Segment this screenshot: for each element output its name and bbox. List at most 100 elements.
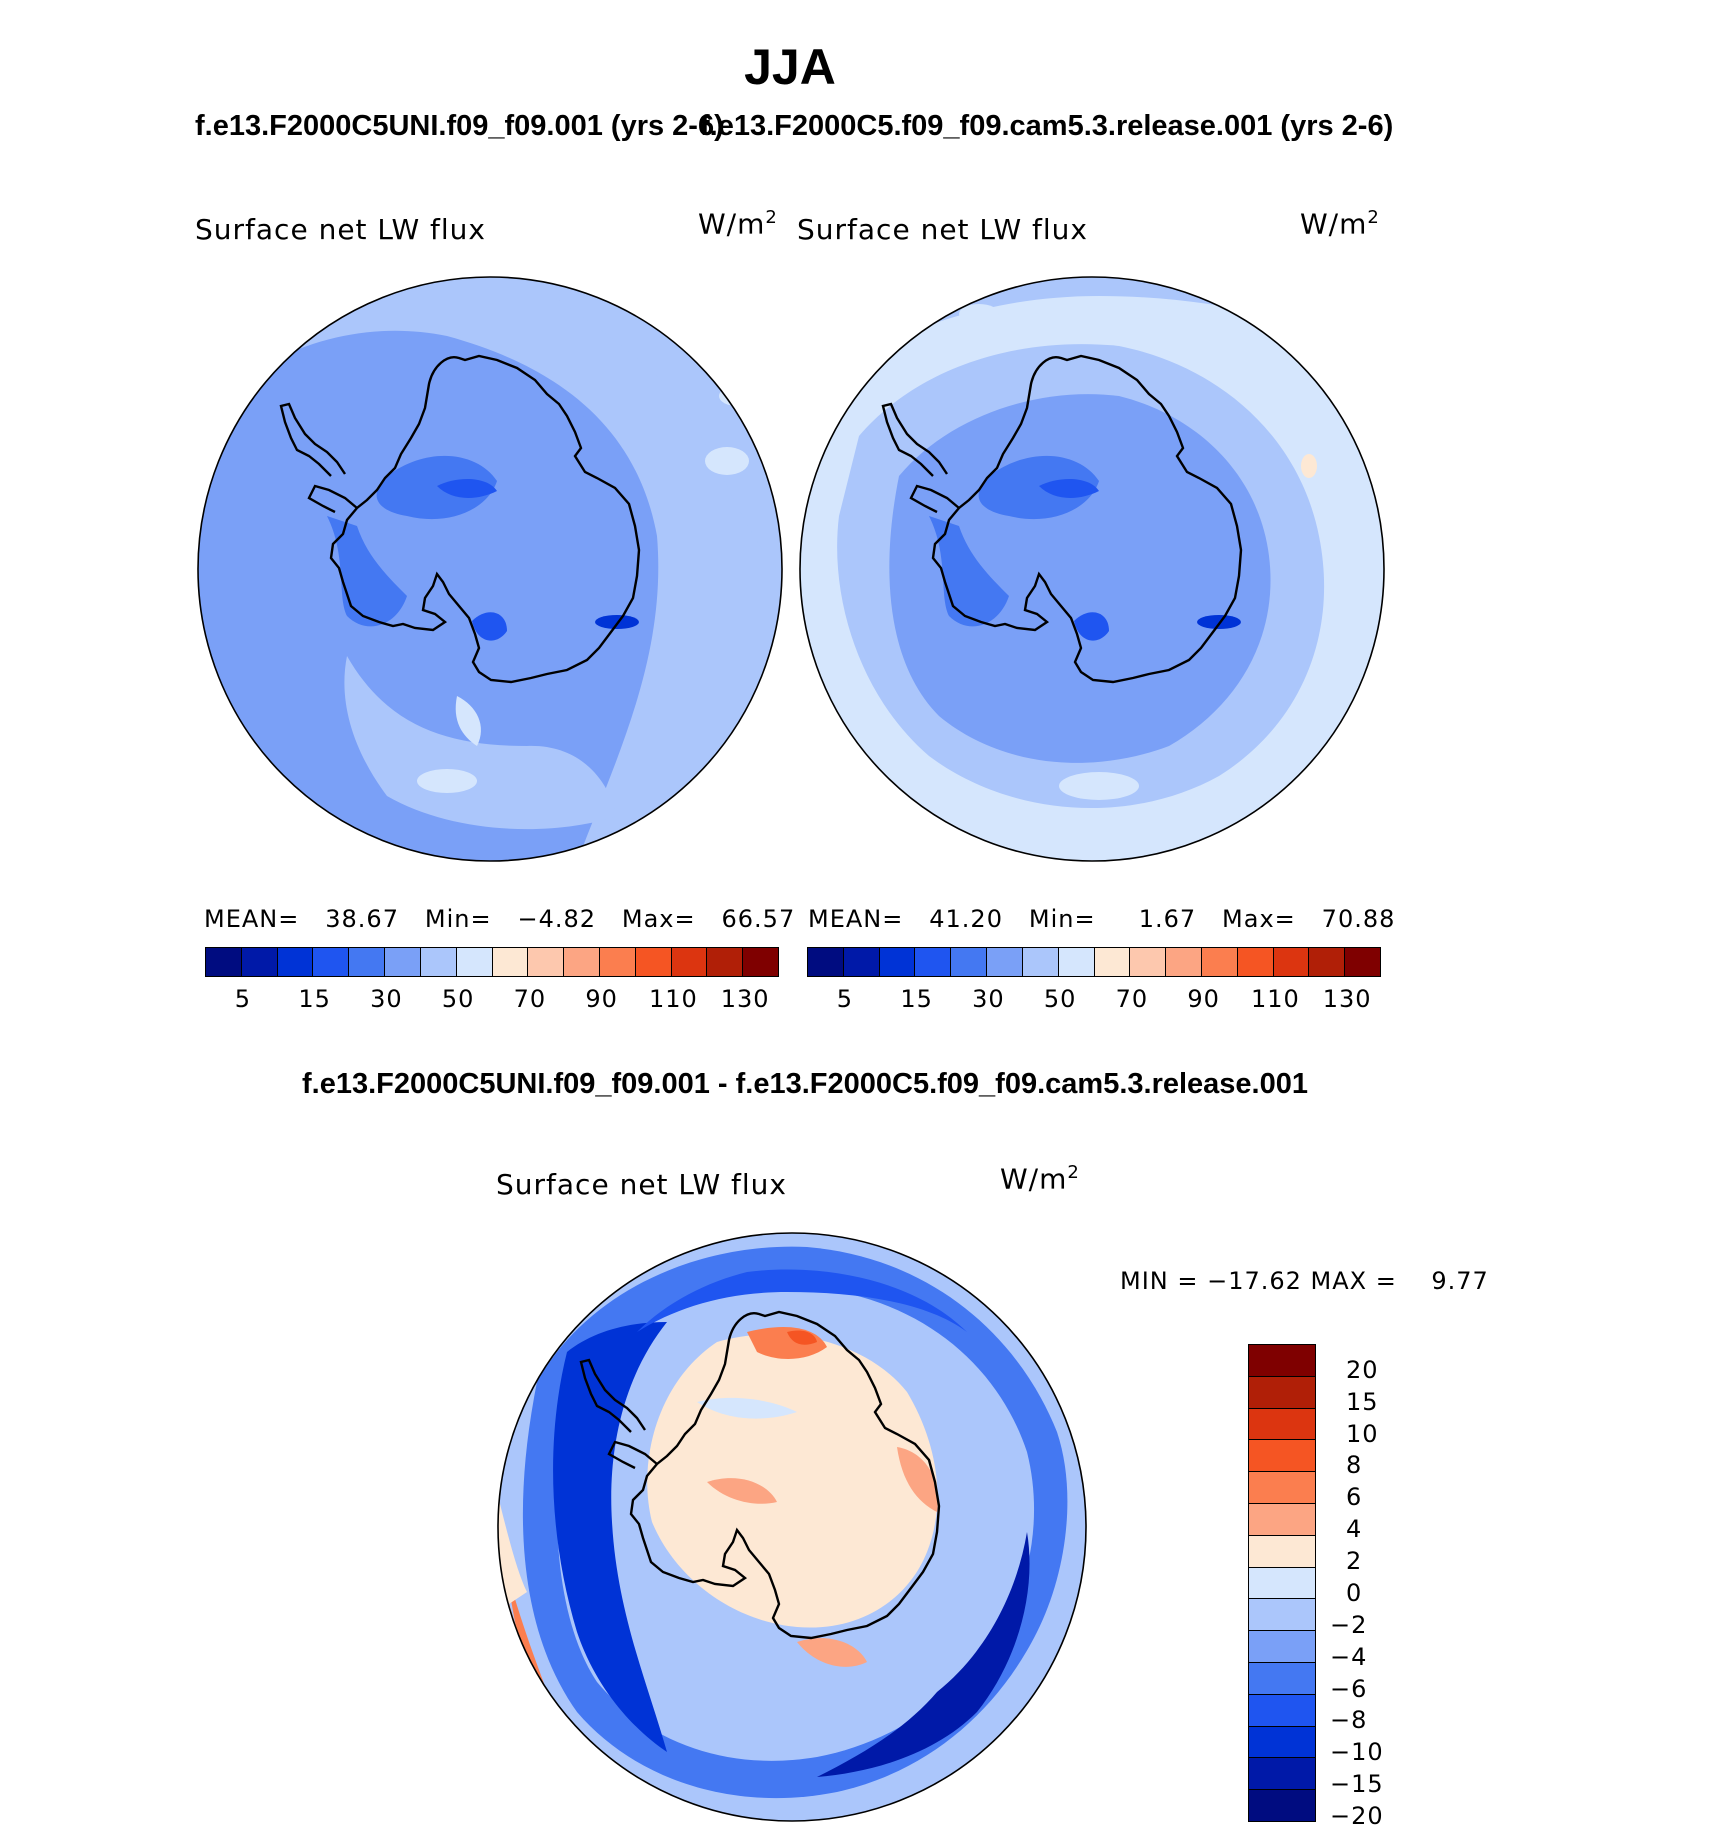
colorbar-diff xyxy=(1248,1344,1316,1822)
units-label-left: W/m2 xyxy=(698,207,778,241)
colorbar-tick-label: 110 xyxy=(1250,985,1300,1013)
units-label-diff: W/m2 xyxy=(1000,1162,1080,1196)
colorbar-swatch xyxy=(1249,1535,1315,1568)
variable-label-right: Surface net LW flux xyxy=(797,213,1088,246)
variable-label-diff: Surface net LW flux xyxy=(496,1168,787,1201)
colorbar-tick-label: −6 xyxy=(1330,1674,1368,1703)
colorbar-swatch xyxy=(987,948,1023,976)
colorbar-swatch xyxy=(1094,948,1131,976)
colorbar-ticks-right: 5 15 30 50 70 90 110 130 xyxy=(807,985,1379,1015)
colorbar-tick-label: 20 xyxy=(1346,1355,1379,1384)
colorbar-swatch xyxy=(808,948,844,976)
colorbar-swatch xyxy=(1249,1694,1315,1727)
case-title-left: f.e13.F2000C5UNI.f09_f09.001 (yrs 2-6) xyxy=(195,110,724,142)
stats-right: MEAN= 41.20 Min= 1.67 Max= 70.88 xyxy=(808,905,1396,933)
colorbar-tick-label: 50 xyxy=(441,985,475,1013)
colorbar-swatch xyxy=(843,948,880,976)
colorbar-swatch xyxy=(879,948,916,976)
colorbar-swatch xyxy=(1249,1345,1315,1377)
colorbar-swatch xyxy=(743,948,778,976)
colorbar-swatch xyxy=(1249,1758,1315,1791)
colorbar-tick-label: −8 xyxy=(1330,1706,1368,1735)
colorbar-swatch xyxy=(1249,1376,1315,1409)
colorbar-swatch xyxy=(1249,1790,1315,1821)
colorbar-swatch xyxy=(1201,948,1238,976)
colorbar-tick-label: 6 xyxy=(1346,1483,1363,1512)
colorbar-swatch xyxy=(456,948,493,976)
colorbar-tick-label: −20 xyxy=(1330,1802,1384,1830)
colorbar-swatch xyxy=(385,948,421,976)
map-diff xyxy=(497,1232,1087,1822)
colorbar-tick-label: 15 xyxy=(1346,1387,1379,1416)
colorbar-swatch xyxy=(707,948,744,976)
colorbar-swatch xyxy=(1022,948,1059,976)
colorbar-swatch xyxy=(277,948,314,976)
map-left xyxy=(197,276,783,862)
colorbar-swatch xyxy=(915,948,952,976)
colorbar-tick-label: 30 xyxy=(972,985,1005,1013)
variable-label-left: Surface net LW flux xyxy=(195,213,486,246)
colorbar-tick-label: 8 xyxy=(1346,1451,1363,1480)
colorbar-swatch xyxy=(1309,948,1346,976)
colorbar-swatch xyxy=(206,948,242,976)
colorbar-tick-label: 4 xyxy=(1346,1515,1363,1544)
colorbar-swatch xyxy=(635,948,672,976)
colorbar-swatch xyxy=(1249,1440,1315,1473)
colorbar-ticks-left: 5 15 30 50 70 90 110 130 xyxy=(205,985,777,1015)
colorbar-tick-label: 70 xyxy=(1115,985,1149,1013)
colorbar-tick-label: 70 xyxy=(513,985,547,1013)
colorbar-swatch xyxy=(1249,1599,1315,1632)
case-title-right: f.e13.F2000C5.f09_f09.cam5.3.release.001… xyxy=(700,110,1394,142)
colorbar-swatch xyxy=(420,948,457,976)
colorbar-tick-label: 50 xyxy=(1043,985,1077,1013)
colorbar-tick-label: 5 xyxy=(836,985,854,1013)
colorbar-swatch xyxy=(1345,948,1380,976)
colorbar-tick-label: 5 xyxy=(234,985,252,1013)
colorbar-swatch xyxy=(241,948,278,976)
colorbar-swatch xyxy=(1249,1631,1315,1663)
main-title: JJA xyxy=(744,39,836,95)
colorbar-left xyxy=(205,947,779,977)
diff-minmax: MIN = −17.62 MAX = 9.77 xyxy=(1120,1267,1489,1295)
colorbar-swatch xyxy=(1130,948,1167,976)
colorbar-swatch xyxy=(1273,948,1310,976)
colorbar-tick-label: 15 xyxy=(900,985,933,1013)
colorbar-swatch xyxy=(599,948,636,976)
colorbar-swatch xyxy=(1249,1472,1315,1504)
colorbar-tick-label: 90 xyxy=(585,985,618,1013)
colorbar-tick-label: 130 xyxy=(720,985,770,1013)
colorbar-tick-label: 90 xyxy=(1187,985,1220,1013)
colorbar-tick-label: −2 xyxy=(1330,1610,1368,1639)
colorbar-ticks-diff: 20 15 10 8 6 4 2 0 −2 −4 −6 −8 −10 −15 −20 xyxy=(1330,1344,1430,1830)
colorbar-swatch xyxy=(1058,948,1095,976)
colorbar-tick-label: −10 xyxy=(1330,1738,1384,1767)
colorbar-tick-label: 30 xyxy=(370,985,403,1013)
colorbar-swatch xyxy=(671,948,708,976)
colorbar-swatch xyxy=(1166,948,1202,976)
colorbar-swatch xyxy=(564,948,600,976)
colorbar-swatch xyxy=(951,948,988,976)
colorbar-tick-label: 0 xyxy=(1346,1578,1363,1607)
colorbar-swatch xyxy=(1249,1726,1315,1759)
colorbar-tick-label: 130 xyxy=(1322,985,1372,1013)
colorbar-tick-label: 10 xyxy=(1346,1419,1379,1448)
diff-title: f.e13.F2000C5UNI.f09_f09.001 - f.e13.F20… xyxy=(302,1068,1308,1100)
colorbar-swatch xyxy=(1249,1503,1315,1536)
colorbar-swatch xyxy=(1237,948,1274,976)
colorbar-swatch xyxy=(492,948,529,976)
colorbar-swatch xyxy=(1249,1662,1315,1695)
colorbar-swatch xyxy=(1249,1408,1315,1441)
colorbar-swatch xyxy=(1249,1567,1315,1600)
units-label-right: W/m2 xyxy=(1300,207,1380,241)
colorbar-tick-label: 110 xyxy=(648,985,698,1013)
map-right xyxy=(799,276,1385,862)
stats-left: MEAN= 38.67 Min= −4.82 Max= 66.57 xyxy=(204,905,796,933)
colorbar-tick-label: −15 xyxy=(1330,1770,1384,1799)
colorbar-right xyxy=(807,947,1381,977)
colorbar-swatch xyxy=(349,948,386,976)
colorbar-swatch xyxy=(528,948,565,976)
colorbar-swatch xyxy=(313,948,350,976)
colorbar-tick-label: 2 xyxy=(1346,1547,1363,1576)
colorbar-tick-label: 15 xyxy=(298,985,331,1013)
colorbar-tick-label: −4 xyxy=(1330,1642,1368,1671)
